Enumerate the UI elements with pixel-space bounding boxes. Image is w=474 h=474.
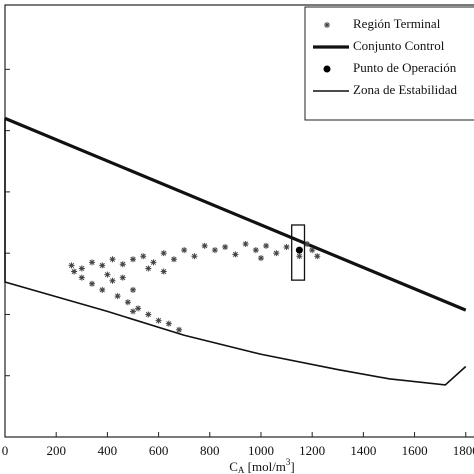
terminal-point xyxy=(129,256,136,263)
x-tick-label: 1400 xyxy=(350,443,376,458)
terminal-point xyxy=(119,274,126,281)
terminal-point xyxy=(109,256,116,263)
terminal-point xyxy=(222,244,229,251)
x-tick-label: 1800 xyxy=(453,443,474,458)
operating-point xyxy=(295,246,303,254)
x-axis-label: CA [mol/m3] xyxy=(229,457,295,474)
terminal-point xyxy=(309,247,316,254)
terminal-point xyxy=(314,253,321,260)
terminal-point xyxy=(114,293,121,300)
terminal-point xyxy=(140,253,147,260)
terminal-point xyxy=(129,286,136,293)
terminal-point xyxy=(124,299,131,306)
legend-label: Punto de Operación xyxy=(353,60,457,75)
terminal-box xyxy=(291,224,306,281)
terminal-point xyxy=(109,277,116,284)
terminal-point xyxy=(160,250,167,257)
legend-label: Región Terminal xyxy=(353,16,441,31)
terminal-point xyxy=(242,240,249,247)
x-tick-label: 800 xyxy=(200,443,220,458)
terminal-point xyxy=(145,265,152,272)
terminal-point xyxy=(71,268,78,275)
x-tick-label: 0 xyxy=(2,443,9,458)
terminal-point xyxy=(89,280,96,287)
terminal-point xyxy=(191,253,198,260)
operating-point xyxy=(323,65,331,73)
terminal-point xyxy=(145,311,152,318)
terminal-point xyxy=(170,256,177,263)
legend-label: Conjunto Control xyxy=(353,38,445,53)
terminal-point xyxy=(232,251,239,258)
terminal-point xyxy=(263,242,270,249)
x-tick-label: 600 xyxy=(149,443,169,458)
terminal-point xyxy=(176,326,183,333)
terminal-point xyxy=(150,259,157,266)
terminal-point xyxy=(99,262,106,269)
terminal-point xyxy=(68,262,75,269)
terminal-point xyxy=(283,244,290,251)
terminal-point xyxy=(257,255,264,262)
x-tick-label: 400 xyxy=(98,443,118,458)
terminal-point xyxy=(304,240,311,247)
terminal-point xyxy=(201,242,208,249)
terminal-point xyxy=(296,253,303,260)
terminal-point xyxy=(129,308,136,315)
terminal-point xyxy=(135,305,142,312)
x-tick-label: 1200 xyxy=(299,443,325,458)
terminal-point xyxy=(324,22,330,28)
x-tick-label: 1000 xyxy=(248,443,274,458)
terminal-point xyxy=(273,250,280,257)
terminal-point xyxy=(155,317,162,324)
terminal-point xyxy=(181,247,188,254)
series-line xyxy=(4,116,467,312)
terminal-point xyxy=(119,261,126,268)
legend-label: Zona de Estabilidad xyxy=(353,82,457,97)
terminal-point xyxy=(211,247,218,254)
terminal-point xyxy=(104,271,111,278)
terminal-point xyxy=(160,268,167,275)
terminal-point xyxy=(165,320,172,327)
legend-box xyxy=(304,6,474,121)
terminal-point xyxy=(78,274,85,281)
terminal-point xyxy=(252,247,259,254)
terminal-point xyxy=(89,259,96,266)
terminal-point xyxy=(99,286,106,293)
series-line xyxy=(4,118,467,386)
terminal-point xyxy=(78,265,85,272)
x-tick-label: 1600 xyxy=(402,443,428,458)
x-tick-label: 200 xyxy=(46,443,66,458)
